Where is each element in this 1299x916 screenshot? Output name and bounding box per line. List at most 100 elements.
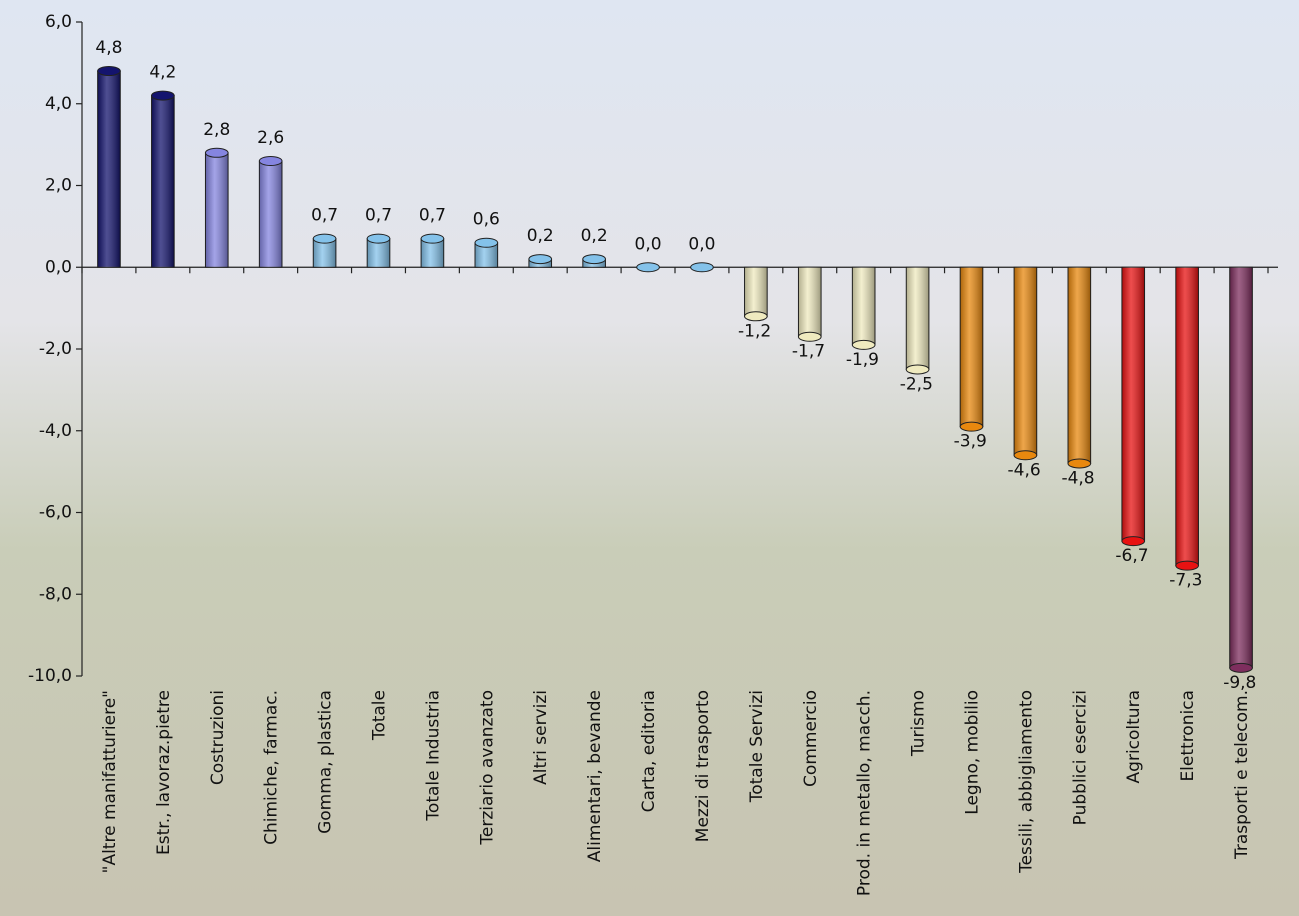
- bar-shade: [1175, 267, 1199, 566]
- bar-cap: [366, 233, 391, 244]
- bar-shade: [960, 267, 983, 427]
- y-tick-label: -6,0: [39, 503, 72, 523]
- x-tick-label: Estr., lavoraz.pietre: [154, 690, 174, 855]
- bar-shade: [259, 160, 283, 268]
- x-tick-label: Mezzi di trasporto: [693, 690, 713, 842]
- x-tick-label: Altri servizi: [531, 690, 551, 785]
- bar-shade: [313, 238, 336, 268]
- bar-cap: [959, 421, 984, 432]
- value-label: -2,5: [900, 374, 933, 394]
- x-tick-label: Carta, editoria: [639, 690, 659, 812]
- bar-group: [258, 155, 283, 268]
- x-tick-label: Totale Servizi: [747, 690, 767, 803]
- bar-group: [959, 266, 984, 432]
- bar-cap: [1229, 662, 1253, 673]
- y-tick-label: -10,0: [28, 666, 72, 686]
- value-label: 0,2: [527, 226, 554, 246]
- value-label: -1,9: [846, 350, 879, 370]
- x-tick-label: Agricoltura: [1124, 690, 1144, 783]
- bar-group: [1121, 266, 1146, 547]
- bar-cap: [1013, 450, 1038, 461]
- y-tick-label: -4,0: [39, 421, 72, 441]
- bar-cap: [690, 262, 714, 273]
- bar-shade: [1067, 267, 1091, 464]
- value-label: -7,3: [1169, 571, 1202, 591]
- x-tick-label: Legno, mobilio: [963, 690, 983, 815]
- bar-cap: [258, 155, 283, 166]
- bar-group: [1175, 266, 1199, 571]
- bar-group: [690, 262, 714, 273]
- x-tick-label: Tessili, abbigliamento: [1016, 690, 1036, 874]
- bar-cap: [204, 147, 229, 158]
- x-tick-label: Costruzioni: [208, 690, 228, 785]
- bar-group: [636, 262, 660, 273]
- x-tick-label: Alimentari, bevande: [585, 690, 605, 862]
- value-label: -4,8: [1061, 468, 1094, 488]
- bar-group: [1067, 266, 1092, 469]
- y-tick-label: -2,0: [39, 339, 72, 359]
- bar-group: [204, 147, 229, 268]
- y-tick-label: -8,0: [39, 584, 72, 604]
- x-tick-label: Terziario avanzato: [477, 690, 497, 846]
- bar-cap: [474, 237, 499, 248]
- x-tick-label: Pubblici esercizi: [1070, 690, 1090, 825]
- value-label: 4,2: [149, 63, 176, 83]
- value-label: -4,6: [1008, 460, 1041, 480]
- bar-cap: [1121, 536, 1146, 547]
- x-tick-label: Chimiche, farmac.: [262, 690, 282, 845]
- y-tick-label: 2,0: [45, 176, 72, 196]
- bar-shade: [906, 267, 929, 370]
- bar-group: [151, 90, 175, 268]
- bar-group: [528, 254, 553, 268]
- value-label: -3,9: [954, 432, 987, 452]
- bar-shade: [474, 242, 498, 268]
- bar-shade: [421, 238, 444, 268]
- x-tick-label: Totale Industria: [423, 690, 443, 822]
- bar-cap: [528, 254, 553, 265]
- bar-group: [905, 266, 930, 375]
- bar-group: [420, 233, 445, 268]
- bar-shade: [852, 267, 876, 345]
- bar-cap: [582, 254, 606, 265]
- bar-cap: [797, 331, 822, 342]
- bar-group: [582, 254, 606, 268]
- value-label: 0,7: [311, 206, 338, 226]
- x-tick-label: Totale: [370, 690, 390, 741]
- bar-group: [797, 266, 822, 342]
- bar-shade: [798, 267, 822, 337]
- value-label: 0,2: [581, 226, 608, 246]
- bar-shade: [1121, 267, 1145, 542]
- bar-shade: [205, 152, 229, 268]
- y-tick-label: 0,0: [45, 257, 72, 277]
- x-tick-label: Gomma, plastica: [316, 690, 336, 834]
- value-label: -1,2: [738, 321, 771, 341]
- value-label: 0,6: [473, 210, 500, 230]
- y-tick-label: 4,0: [45, 94, 72, 114]
- bar-shade: [151, 95, 175, 268]
- x-tick-label: Prod. in metallo, macch.: [855, 690, 875, 896]
- bar-shade: [1229, 267, 1253, 668]
- value-label: 0,0: [688, 234, 715, 254]
- bar-group: [474, 237, 499, 268]
- value-label: -9,8: [1223, 673, 1256, 693]
- bar-group: [312, 233, 337, 268]
- bar-cap: [97, 66, 121, 77]
- bar-shade: [97, 71, 121, 268]
- value-label: 0,7: [365, 206, 392, 226]
- value-label: 4,8: [95, 38, 122, 58]
- bar-shade: [744, 267, 768, 317]
- value-label: 2,6: [257, 128, 284, 148]
- x-tick-label: Trasporti e telecom.: [1232, 690, 1252, 860]
- bar-cap: [636, 262, 660, 273]
- bar-cap: [905, 364, 930, 375]
- value-label: 0,7: [419, 206, 446, 226]
- bar-shade: [367, 238, 390, 268]
- value-label: 0,0: [635, 234, 662, 254]
- x-tick-label: "Altre manifatturiere": [100, 690, 120, 873]
- x-tick-label: Elettronica: [1178, 690, 1198, 782]
- bar-shade: [1014, 267, 1037, 456]
- bar-cap: [851, 339, 876, 350]
- bar-cap: [1067, 458, 1092, 469]
- value-label: -6,7: [1115, 546, 1148, 566]
